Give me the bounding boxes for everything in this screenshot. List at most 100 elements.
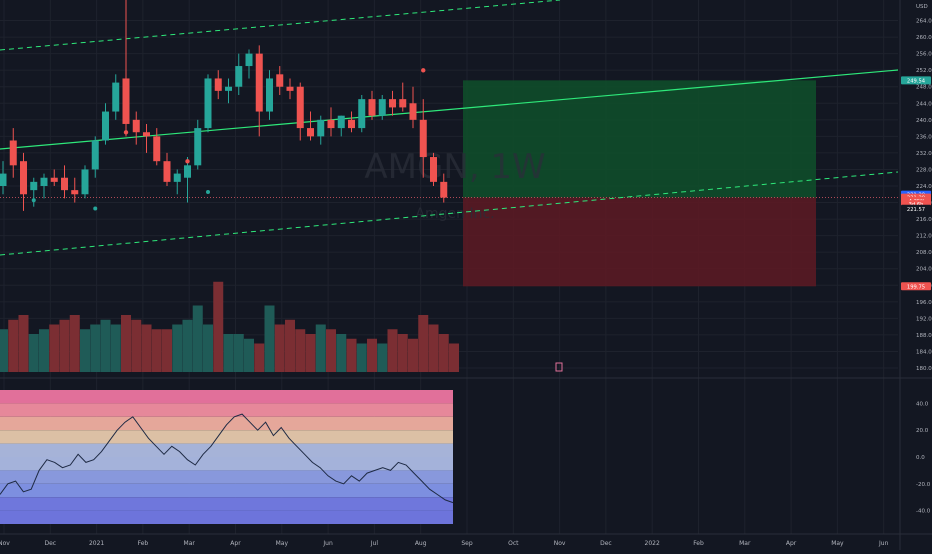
price-tick-label: 196.00 (916, 300, 932, 306)
candle-body (81, 169, 89, 195)
candle-body (337, 115, 345, 129)
volume-bar (100, 319, 111, 372)
volume-bar (80, 329, 90, 372)
price-axis[interactable]: 264.00 260.00 256.00 252.00 248.00 244.00 240.… (916, 4, 932, 372)
time-axis[interactable]: Nov Dec 2021 Feb Mar Apr May Jun Jul Aug Sep Oct Nov… (0, 540, 889, 547)
candle-body (255, 53, 263, 112)
volume-bar (49, 324, 60, 372)
candle-body (40, 177, 48, 186)
candle-body (225, 86, 232, 91)
candle-body (245, 53, 253, 67)
osc-tick-label: 20.0 (916, 428, 929, 434)
volume-bars (0, 281, 459, 372)
oscillator-series (0, 413, 454, 504)
volume-bar (356, 343, 367, 372)
candle-body (389, 99, 396, 108)
price-candles[interactable] (0, 0, 448, 211)
price-tag-bg (901, 76, 931, 85)
price-tick-label: 180.00 (916, 366, 932, 372)
candle-body (348, 119, 355, 129)
osc-band (0, 457, 453, 471)
volume-bar (203, 324, 213, 372)
price-tick-label: 256.00 (916, 52, 932, 58)
price-tick-label: 184.00 (916, 349, 932, 355)
osc-tick-label: 40.0 (916, 401, 929, 407)
time-tick-label: Dec (600, 540, 612, 547)
candle-body (368, 99, 376, 116)
candle-body (307, 128, 314, 137)
volume-bar (69, 315, 80, 372)
volume-bar (315, 324, 326, 372)
time-tick-label: Jun (878, 540, 889, 547)
candle-body (204, 78, 212, 129)
candle-body (296, 86, 304, 129)
oscillator-line (0, 413, 454, 504)
volume-bar (8, 319, 19, 372)
price-tag-label: 249.54 (907, 78, 926, 84)
time-tick-label: Nov (0, 540, 10, 547)
volume-bar (295, 329, 306, 372)
candle-body (409, 103, 417, 120)
candle-body (378, 99, 386, 116)
volume-bar (408, 338, 418, 372)
time-tick-label: Feb (693, 540, 704, 547)
time-tick-label: Jun (322, 540, 333, 547)
time-tick-label: Nov (554, 540, 566, 547)
volume-bar (18, 315, 29, 372)
candle-body (0, 173, 7, 186)
osc-band (0, 416, 453, 431)
price-tick-label: 240.00 (916, 118, 932, 124)
volume-bar (346, 338, 357, 372)
price-tag-bg (901, 282, 931, 291)
candle-body (440, 181, 448, 198)
volume-bar (141, 324, 152, 372)
price-tick-label: 248.00 (916, 85, 932, 91)
price-tick-label: 244.00 (916, 101, 932, 107)
candle-body (194, 128, 202, 166)
price-tick-label: 208.00 (916, 250, 932, 256)
volume-bar (387, 329, 398, 372)
volume-bar (151, 329, 162, 372)
volume-bar (397, 334, 408, 372)
volume-bar (274, 324, 285, 372)
time-tick-label: 2022 (645, 540, 660, 547)
channel-upper (0, 0, 561, 51)
split-marker (93, 206, 98, 211)
dividend-marker (11, 142, 16, 147)
volume-bar (90, 324, 101, 372)
candle-body (143, 132, 150, 137)
price-tick-label: 224.00 (916, 184, 932, 190)
time-tick-label: Dec (44, 540, 56, 547)
candle-body (327, 119, 335, 129)
volume-bar (244, 338, 254, 372)
dividend-marker (421, 68, 426, 73)
osc-tick-label: -20.0 (916, 482, 931, 488)
volume-bar (418, 315, 429, 372)
price-tag-bg (901, 204, 931, 213)
osc-band (0, 483, 453, 498)
osc-band (0, 403, 453, 417)
profit-zone (463, 80, 816, 198)
osc-band (0, 497, 453, 511)
candle-body (50, 177, 58, 182)
oscillator-axis: 40.0 20.0 0.0 -20.0 -40.0 (916, 401, 931, 514)
volume-bar (367, 338, 377, 372)
price-tick-label: 212.00 (916, 234, 932, 240)
price-tick-label: 204.00 (916, 267, 932, 273)
candle-body (399, 99, 407, 108)
volume-bar (449, 343, 459, 372)
price-tick-label: 236.00 (916, 134, 932, 140)
candle-body (71, 190, 79, 195)
price-tick-label: 264.00 (916, 19, 932, 25)
volume-bar (162, 329, 172, 372)
split-marker (206, 190, 210, 194)
price-tag-label: 199.75 (907, 284, 925, 290)
candle-body (30, 181, 38, 191)
volume-bar (59, 319, 70, 372)
loss-zone (463, 197, 816, 287)
price-tick-label: 216.00 (916, 217, 932, 223)
time-tick-label: Jul (370, 540, 379, 547)
volume-bar (326, 329, 336, 372)
